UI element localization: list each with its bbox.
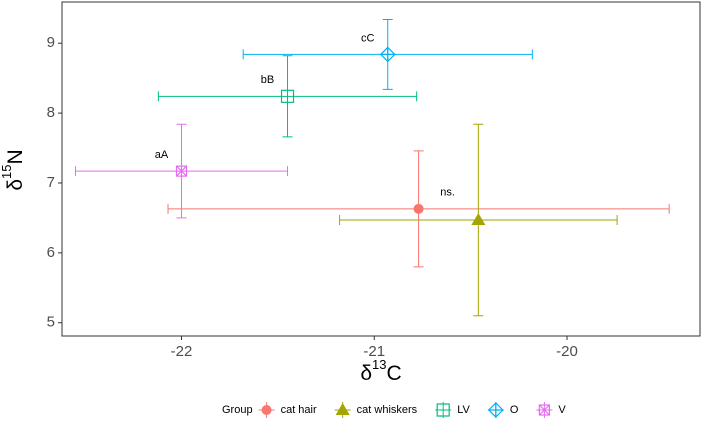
annotation: cC <box>361 32 375 44</box>
legend-key <box>487 402 504 418</box>
legend-key <box>538 404 550 416</box>
y-tick-label: 7 <box>47 174 55 191</box>
y-tick-label: 6 <box>47 244 55 261</box>
point <box>471 213 486 226</box>
y-tick-label: 8 <box>47 104 55 121</box>
y-tick-label: 9 <box>47 34 55 51</box>
point <box>379 46 396 63</box>
marker-diamond <box>379 46 396 63</box>
x-title-symbol: δ <box>360 362 372 385</box>
legend-key <box>261 405 272 415</box>
marker-square <box>280 89 295 103</box>
marker-triangle <box>471 213 486 226</box>
y-error-bar <box>282 55 293 138</box>
legend-key <box>335 403 350 415</box>
annotation: aA <box>155 149 169 161</box>
point <box>280 89 295 103</box>
y-title-sup: 15 <box>0 165 14 179</box>
annotation: ns. <box>440 187 455 199</box>
annotation: bB <box>261 74 274 86</box>
marker-square <box>538 404 550 416</box>
x-axis-title: δ13C <box>360 357 401 384</box>
y-axis-title: δ15N <box>0 149 27 190</box>
marker-square <box>436 403 450 417</box>
marker-cross <box>176 165 187 177</box>
marker-plus <box>488 403 503 417</box>
y-title-symbol: δ <box>4 179 27 191</box>
legend-label: cat hair <box>281 404 317 416</box>
marker-triangle <box>335 403 350 415</box>
legend-label: V <box>558 404 566 416</box>
marker-square <box>175 165 188 177</box>
marker-cross <box>538 404 550 416</box>
x-tick-label: -21 <box>363 343 385 360</box>
x-tick-label: -20 <box>556 343 578 360</box>
y-title-element: N <box>4 149 27 164</box>
marker-circle <box>261 405 272 415</box>
x-tick-label: -22 <box>171 343 193 360</box>
legend-label: LV <box>457 404 470 416</box>
marker-plus <box>380 47 395 62</box>
legend-title: Group <box>222 404 253 416</box>
x-title-element: C <box>387 362 402 385</box>
point <box>413 203 424 214</box>
panel-border <box>61 1 701 337</box>
legend-label: O <box>510 404 519 416</box>
marker-circle <box>413 203 424 214</box>
y-tick-label: 5 <box>47 314 55 331</box>
point <box>175 165 188 177</box>
legend-label: cat whiskers <box>357 404 418 416</box>
legend-key <box>436 403 450 417</box>
x-title-sup: 13 <box>372 357 386 372</box>
